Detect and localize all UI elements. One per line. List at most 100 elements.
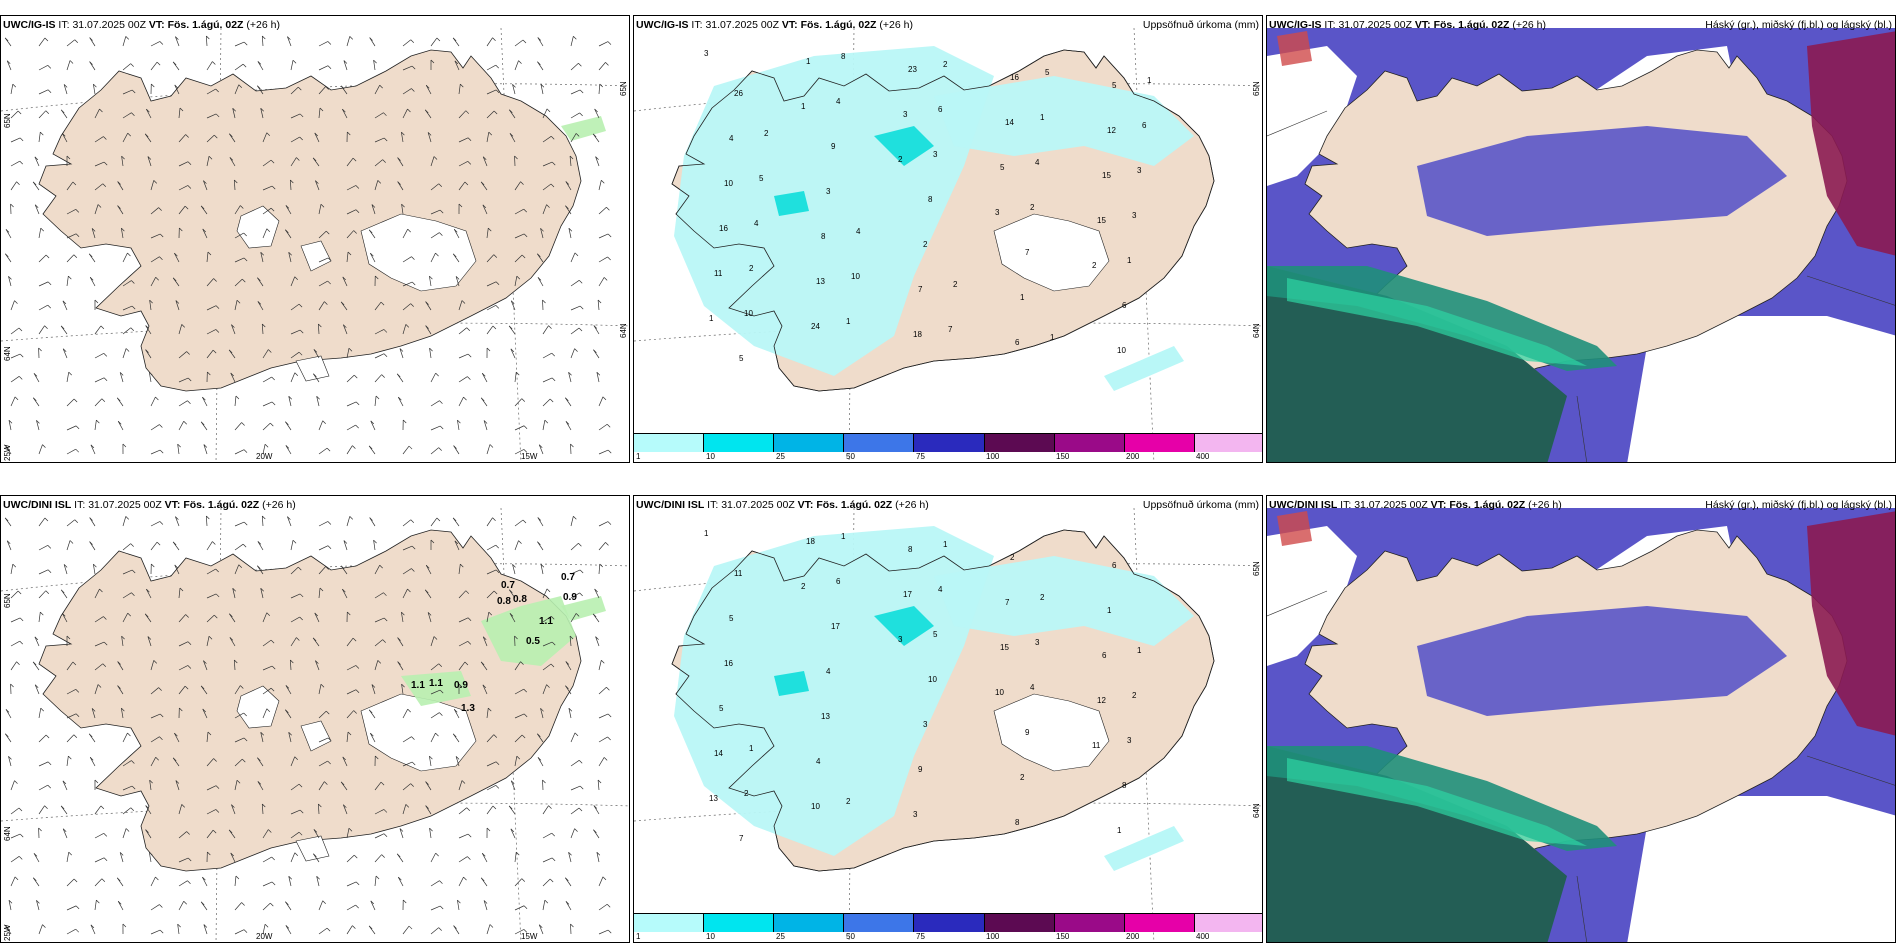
it-value: 31.07.2025 00Z [88, 499, 162, 511]
wind-barb [570, 613, 577, 623]
wind-barb [261, 804, 264, 815]
wind-barb [514, 661, 521, 671]
wind-barb [10, 807, 20, 815]
wind-barb [374, 592, 384, 599]
iceland-land [38, 529, 582, 872]
wind-barb [570, 279, 580, 287]
wind-barb [568, 228, 572, 239]
wind-barb [262, 401, 273, 407]
wind-barb [458, 84, 461, 95]
wind-barb [598, 564, 601, 575]
wind-barb [262, 881, 273, 887]
wind-barb [206, 156, 210, 167]
wind-barb [122, 569, 133, 575]
wind-barb [542, 136, 552, 143]
wind-barb [262, 376, 272, 383]
wind-barb [90, 924, 96, 935]
wind-barb [175, 780, 180, 791]
wind-barb [234, 232, 244, 239]
wind-barb [318, 41, 329, 47]
wind-barb [346, 689, 357, 695]
wind-barb [342, 588, 348, 599]
colorbar-label: 100 [986, 452, 1000, 461]
wind-barb [542, 857, 553, 863]
wind-barb [570, 305, 581, 311]
wind-barb [203, 924, 208, 935]
wind-barb [343, 804, 348, 815]
wind-barb [425, 85, 432, 95]
precip-amount-label: 0.7 [561, 572, 575, 583]
precip-amount-label: 4 [729, 134, 734, 143]
precip-amount-label: 15 [1000, 643, 1009, 652]
wind-barb [542, 204, 547, 215]
wind-barb [514, 181, 521, 191]
wind-barb [94, 684, 99, 695]
panel-field-title: Háský (gr.), miðský (fj.bl.) og lágský (… [1705, 499, 1892, 511]
precip-amount-label: 12 [1097, 696, 1106, 705]
precip-amount-label: 10 [811, 802, 820, 811]
iceland-coastline [671, 529, 1215, 872]
wind-barb [205, 35, 208, 47]
wind-barb [458, 353, 469, 359]
wind-barb [346, 828, 350, 839]
wind-barb [486, 544, 496, 551]
wind-barb [117, 661, 124, 671]
wind-barb [10, 590, 19, 599]
wind-barb [178, 665, 189, 671]
wind-barb [178, 901, 185, 911]
wind-barb [94, 588, 100, 599]
map-panel-bottom-wind: UWC/DINI ISL IT: 31.07.2025 00Z VT: Fös.… [0, 495, 630, 943]
wind-barb [66, 181, 74, 191]
precip-amount-label: 5 [729, 614, 734, 623]
wind-barb [6, 540, 12, 551]
wind-barb [290, 157, 297, 167]
precip-amount-label: 1.1 [411, 680, 425, 691]
wind-barb [346, 424, 356, 431]
wind-barb [234, 685, 241, 695]
wind-barb [38, 569, 49, 575]
precip-amount-label: 0.5 [526, 636, 540, 647]
wind-barb [231, 804, 236, 815]
wind-barb [570, 89, 581, 95]
wind-barb [370, 732, 376, 743]
precip-light-area [934, 556, 1194, 646]
wind-barb [453, 925, 460, 935]
wind-barb [262, 612, 268, 623]
wind-barb [537, 517, 544, 527]
precip-amount-label: 6 [1142, 121, 1147, 130]
wind-barb [374, 660, 379, 671]
precip-amount-label: 1 [1127, 256, 1132, 265]
precip-amount-label: 1 [1117, 826, 1122, 835]
wind-barb [178, 377, 189, 383]
wind-barb [537, 757, 544, 767]
wind-barb [430, 209, 441, 215]
wind-barb [150, 233, 161, 239]
colorbar-label: 400 [1196, 452, 1210, 461]
wind-barb [89, 517, 96, 527]
wind-barb [455, 276, 460, 287]
wind-barb [290, 831, 300, 839]
wind-barb [122, 327, 132, 335]
wind-barb [342, 276, 348, 287]
wind-barb [593, 325, 600, 335]
precip-amount-label: 5 [1000, 163, 1005, 172]
precip-light-area [1104, 826, 1184, 871]
wind-barb [346, 209, 357, 215]
vt-value: Fös. 1.ágú. 02Z [1449, 499, 1526, 511]
wind-barb [374, 329, 385, 335]
colorbar-label: 200 [1126, 452, 1140, 461]
wind-barb [234, 449, 245, 455]
wind-barb [66, 372, 70, 383]
wind-barb [458, 780, 463, 791]
wind-barb [514, 372, 517, 383]
wind-barb [346, 185, 357, 191]
wind-barb [8, 420, 12, 431]
wind-barb [371, 684, 376, 695]
wind-barb [10, 181, 17, 191]
wind-barb [117, 901, 124, 911]
wind-barb [38, 517, 46, 527]
wind-barb [598, 713, 609, 719]
wind-barb [10, 110, 19, 119]
wind-barb [374, 639, 383, 647]
wind-barb [10, 84, 14, 95]
